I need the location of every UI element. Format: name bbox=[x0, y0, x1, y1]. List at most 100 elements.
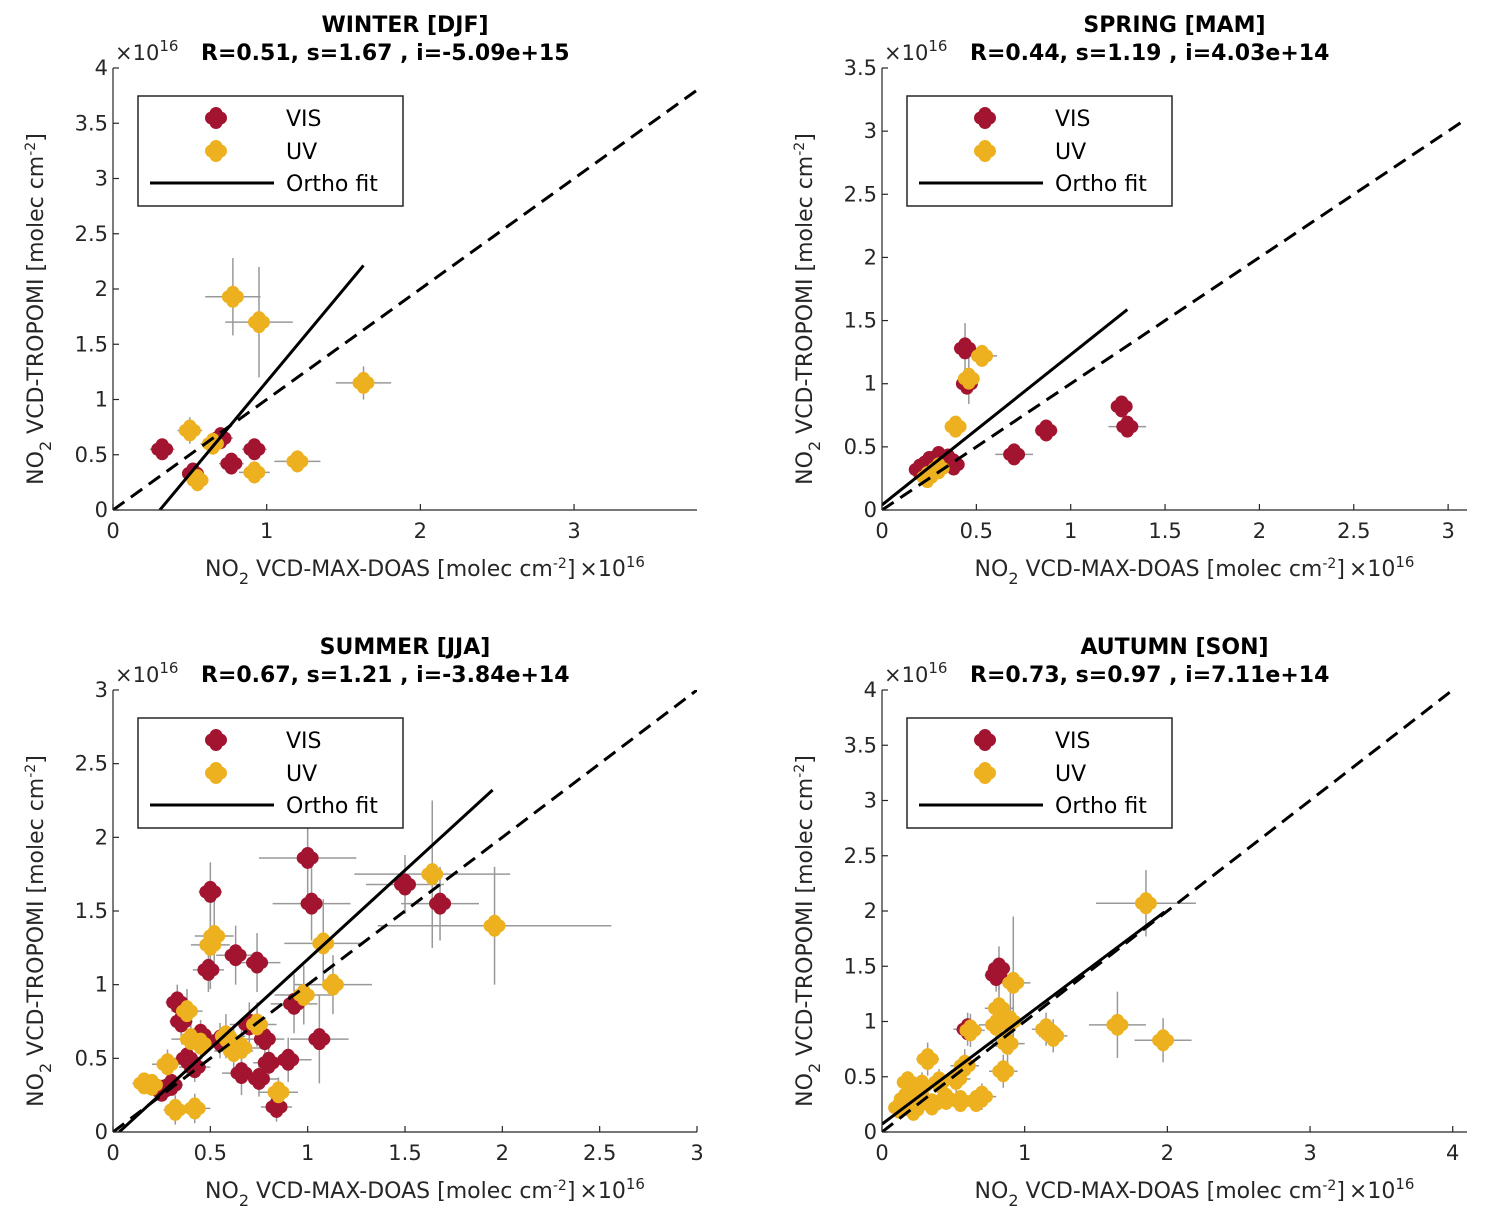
x-tick-label: 2 bbox=[1253, 519, 1266, 543]
y-tick-label: 3 bbox=[95, 678, 108, 702]
vis-point bbox=[1003, 443, 1026, 466]
vis-point bbox=[257, 1051, 280, 1074]
y-label-sup: -2 bbox=[792, 764, 808, 778]
legend-vis-marker-lobe bbox=[974, 111, 987, 125]
uv-point bbox=[957, 367, 980, 390]
vis-point-lobe bbox=[248, 1072, 261, 1086]
x-label-text: VCD-MAX-DOAS [molec cm bbox=[1019, 1179, 1323, 1204]
vis-point-lobe bbox=[253, 1032, 267, 1046]
legend-vis-marker-lobe bbox=[205, 111, 218, 125]
x-label-sup: -2 bbox=[1322, 556, 1336, 572]
y-tick-label: 2.5 bbox=[75, 222, 108, 246]
x-label-no: NO bbox=[205, 1179, 239, 1204]
x-tick-label: 1 bbox=[260, 519, 273, 543]
uv-point bbox=[944, 415, 967, 438]
x-label-no: NO bbox=[205, 557, 239, 582]
vis-point bbox=[199, 880, 222, 903]
uv-point-lobe bbox=[164, 1103, 178, 1117]
vis-point-lobe bbox=[1116, 420, 1130, 434]
x-tick-label: 0.5 bbox=[194, 1141, 227, 1165]
vis-point bbox=[988, 957, 1010, 980]
uv-point bbox=[970, 1085, 993, 1108]
vis-point-lobe bbox=[394, 877, 407, 891]
legend: VIS UV Ortho fit bbox=[906, 95, 1173, 207]
panel-stats: R=0.44, s=1.19 , i=4.03e+14 bbox=[970, 41, 1329, 66]
y-exponent-label: ×1016 bbox=[115, 659, 178, 687]
uv-point-lobe bbox=[1152, 1033, 1166, 1047]
uv-point-lobe bbox=[996, 1037, 1010, 1051]
vis-point bbox=[429, 892, 452, 915]
vis-point-lobe bbox=[988, 961, 1001, 975]
legend-box bbox=[137, 95, 404, 207]
y-label-text: VCD-TROPOMI [molec cm bbox=[24, 778, 49, 1063]
y-exponent-power: 16 bbox=[159, 659, 178, 677]
legend-uv-marker bbox=[974, 140, 996, 162]
x-axis-label: NO2 VCD-MAX-DOAS [molec cm-2] ×1016 bbox=[975, 1175, 1415, 1210]
uv-point-lobe bbox=[483, 919, 497, 933]
y-tick-label: 2 bbox=[864, 245, 877, 269]
uv-point-lobe bbox=[186, 473, 200, 487]
y-label-sub: 2 bbox=[36, 441, 55, 451]
vis-point bbox=[197, 958, 220, 981]
uv-point bbox=[1106, 1013, 1129, 1036]
uv-point-lobe bbox=[935, 1092, 949, 1106]
y-tick-label: 0 bbox=[864, 498, 877, 522]
vis-point-lobe bbox=[283, 997, 297, 1011]
x-label-sup: -2 bbox=[553, 556, 567, 572]
vis-point-lobe bbox=[277, 1053, 291, 1067]
y-tick-label: 1.5 bbox=[75, 332, 108, 356]
legend-fit-label: Ortho fit bbox=[286, 172, 378, 197]
y-axis-label: NO2 VCD-TROPOMI [molec cm-2] bbox=[23, 755, 55, 1107]
y-label-no: NO bbox=[793, 451, 818, 485]
uv-point bbox=[286, 450, 309, 473]
uv-point bbox=[186, 469, 209, 492]
vis-point-lobe bbox=[199, 885, 213, 899]
uv-point bbox=[996, 1032, 1019, 1055]
x-exponent-power: 16 bbox=[1395, 553, 1414, 571]
y-tick-label: 2 bbox=[95, 825, 108, 849]
uv-point-lobe bbox=[949, 1094, 963, 1108]
vis-point bbox=[224, 944, 247, 967]
y-tick-label: 1 bbox=[864, 372, 877, 396]
uv-point bbox=[292, 983, 315, 1006]
plot-area bbox=[882, 690, 1456, 1132]
uv-point bbox=[935, 1087, 958, 1110]
y-exponent-power: 16 bbox=[928, 37, 947, 55]
vis-point bbox=[1035, 419, 1058, 442]
legend-uv-marker-lobe bbox=[974, 766, 987, 780]
uv-point bbox=[175, 1000, 198, 1023]
y-label-text: VCD-TROPOMI [molec cm bbox=[793, 156, 818, 441]
uv-point-lobe bbox=[944, 420, 958, 434]
legend-uv-marker-lobe bbox=[205, 766, 218, 780]
x-label-close: ] bbox=[567, 1179, 576, 1204]
vis-point bbox=[220, 452, 243, 475]
uv-point-lobe bbox=[267, 1085, 281, 1099]
x-tick-label: 3 bbox=[1441, 519, 1454, 543]
x-label-close: ] bbox=[567, 557, 576, 582]
y-tick-label: 1.5 bbox=[844, 954, 877, 978]
y-tick-label: 2 bbox=[864, 899, 877, 923]
y-label-sub: 2 bbox=[805, 1063, 824, 1073]
legend-uv-marker bbox=[205, 762, 227, 784]
uv-point-lobe bbox=[221, 290, 235, 304]
uv-point-lobe bbox=[893, 1092, 907, 1106]
x-label-sup: -2 bbox=[553, 1178, 567, 1194]
x-axis-label: NO2 VCD-MAX-DOAS [molec cm-2] ×1016 bbox=[975, 553, 1415, 588]
y-label-close: ] bbox=[24, 133, 49, 142]
uv-point bbox=[949, 1090, 972, 1113]
x-tick-label: 2.5 bbox=[1337, 519, 1370, 543]
legend-vis-label: VIS bbox=[286, 107, 322, 132]
vis-point bbox=[300, 892, 323, 915]
legend-vis-marker bbox=[974, 729, 996, 751]
one-to-one-line bbox=[882, 690, 1456, 1132]
plot-area bbox=[113, 690, 697, 1132]
legend: VIS UV Ortho fit bbox=[906, 717, 1173, 829]
uv-point bbox=[243, 461, 266, 484]
y-tick-label: 1.5 bbox=[844, 309, 877, 333]
legend-box bbox=[137, 717, 404, 829]
uv-point-lobe bbox=[156, 1057, 170, 1071]
uv-point-lobe bbox=[971, 349, 985, 363]
uv-point-lobe bbox=[140, 1078, 154, 1092]
y-axis-label: NO2 VCD-TROPOMI [molec cm-2] bbox=[23, 133, 55, 485]
uv-point-lobe bbox=[189, 1037, 203, 1051]
